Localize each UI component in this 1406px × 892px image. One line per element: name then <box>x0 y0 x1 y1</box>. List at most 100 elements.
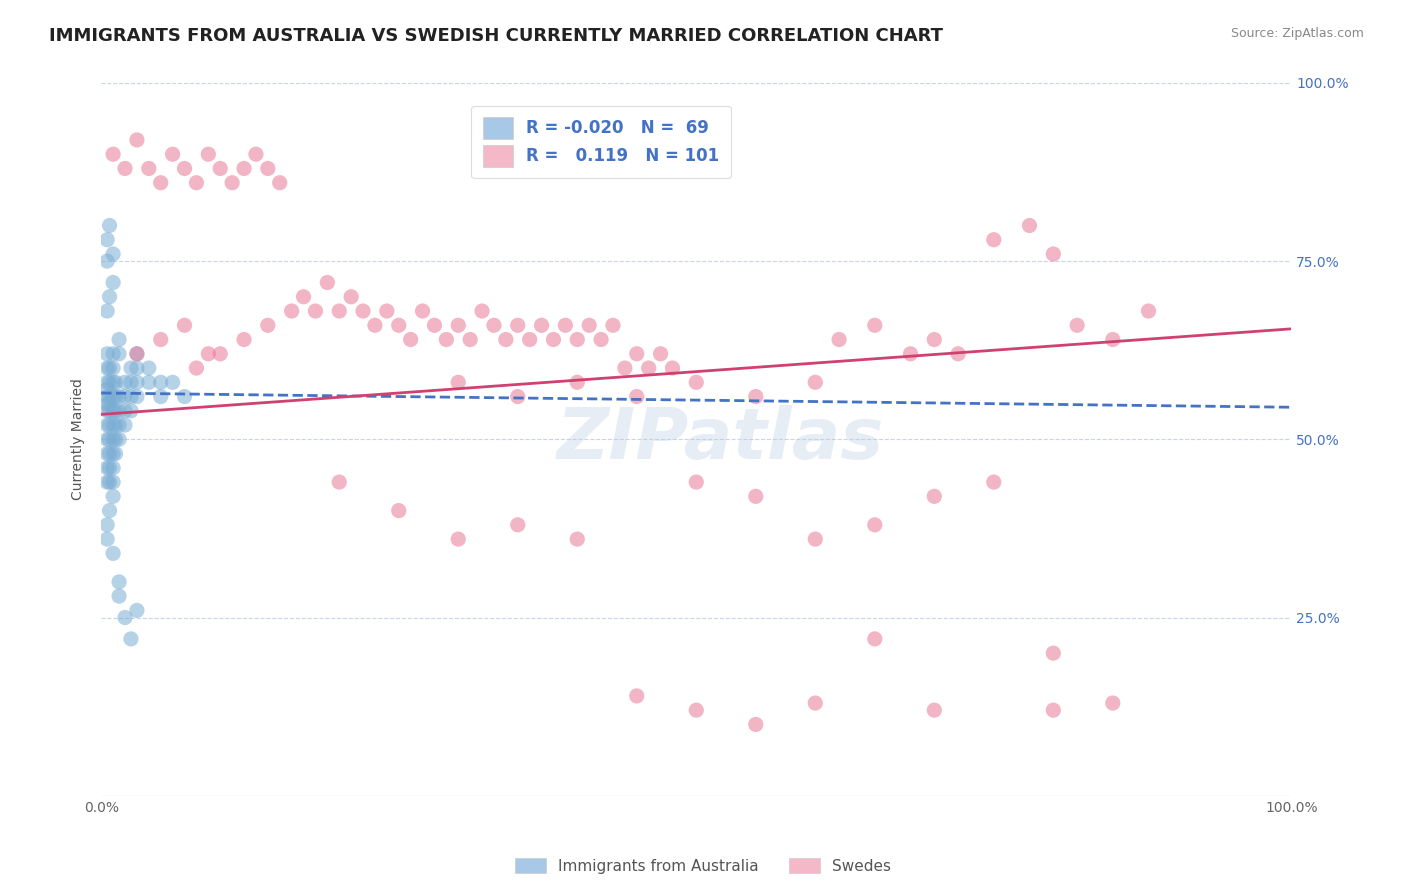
Point <box>613 361 636 376</box>
Point <box>567 532 589 546</box>
Point <box>101 247 124 261</box>
Point <box>685 475 707 489</box>
Point <box>924 333 946 347</box>
Point <box>1101 333 1123 347</box>
Point <box>567 333 589 347</box>
Point <box>328 475 350 489</box>
Point <box>101 390 124 404</box>
Point <box>685 703 707 717</box>
Point <box>96 376 118 390</box>
Point <box>804 532 827 546</box>
Legend: Immigrants from Australia, Swedes: Immigrants from Australia, Swedes <box>509 852 897 880</box>
Point <box>745 390 768 404</box>
Point <box>104 418 127 433</box>
Point <box>256 318 278 333</box>
Point <box>197 147 219 161</box>
Point <box>340 290 363 304</box>
Point <box>567 376 589 390</box>
Point <box>98 503 121 517</box>
Point <box>96 446 118 460</box>
Point <box>114 390 136 404</box>
Point <box>471 304 494 318</box>
Point <box>1018 219 1040 233</box>
Point <box>924 489 946 503</box>
Point <box>101 361 124 376</box>
Point <box>120 390 142 404</box>
Point <box>101 446 124 460</box>
Point <box>412 304 434 318</box>
Point <box>983 233 1005 247</box>
Point <box>149 376 172 390</box>
Point <box>209 347 232 361</box>
Point <box>626 347 648 361</box>
Point <box>125 376 148 390</box>
Point <box>108 589 131 603</box>
Point <box>138 376 160 390</box>
Point <box>1042 646 1064 660</box>
Point <box>1101 696 1123 710</box>
Point <box>221 176 243 190</box>
Point <box>233 161 256 176</box>
Point <box>602 318 624 333</box>
Point <box>637 361 659 376</box>
Point <box>924 703 946 717</box>
Point <box>173 161 195 176</box>
Point <box>388 318 411 333</box>
Point <box>863 632 886 646</box>
Point <box>108 390 131 404</box>
Point <box>108 333 131 347</box>
Point <box>280 304 302 318</box>
Point <box>149 390 172 404</box>
Point <box>125 390 148 404</box>
Point <box>316 276 339 290</box>
Point <box>101 475 124 489</box>
Point <box>96 361 118 376</box>
Point <box>98 361 121 376</box>
Point <box>661 361 683 376</box>
Point <box>104 433 127 447</box>
Point <box>138 361 160 376</box>
Point <box>162 376 184 390</box>
Point <box>120 361 142 376</box>
Point <box>399 333 422 347</box>
Point <box>108 347 131 361</box>
Point <box>506 318 529 333</box>
Point <box>149 176 172 190</box>
Point <box>197 347 219 361</box>
Point <box>745 717 768 731</box>
Point <box>120 404 142 418</box>
Point <box>114 404 136 418</box>
Point <box>96 383 118 397</box>
Point <box>506 390 529 404</box>
Point <box>96 517 118 532</box>
Point <box>96 233 118 247</box>
Point <box>108 433 131 447</box>
Point <box>120 632 142 646</box>
Point <box>447 318 470 333</box>
Point <box>495 333 517 347</box>
Point <box>104 390 127 404</box>
Point <box>209 161 232 176</box>
Point <box>543 333 565 347</box>
Point <box>114 376 136 390</box>
Point <box>1137 304 1160 318</box>
Point <box>458 333 481 347</box>
Point <box>96 475 118 489</box>
Point <box>650 347 672 361</box>
Point <box>364 318 387 333</box>
Point <box>98 376 121 390</box>
Point <box>482 318 505 333</box>
Point <box>589 333 612 347</box>
Text: ZIPatlas: ZIPatlas <box>557 405 884 474</box>
Point <box>447 532 470 546</box>
Point <box>125 361 148 376</box>
Point <box>745 489 768 503</box>
Point <box>101 376 124 390</box>
Point <box>352 304 374 318</box>
Point <box>96 460 118 475</box>
Point <box>186 361 208 376</box>
Point <box>626 689 648 703</box>
Point <box>114 418 136 433</box>
Point <box>98 397 121 411</box>
Point <box>98 219 121 233</box>
